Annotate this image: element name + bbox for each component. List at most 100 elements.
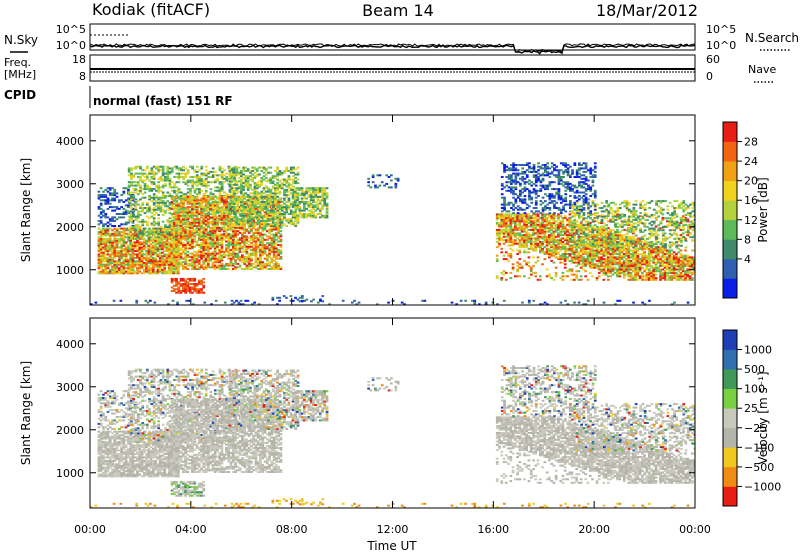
power-cell [303,207,306,210]
power-cell [168,225,172,228]
power-cell [243,244,246,246]
power-cell [158,270,162,273]
power-cell [104,232,108,235]
power-cell [243,218,246,221]
power-cell [97,207,101,210]
noise-right-tick-bottom: 10^0 [706,39,736,52]
power-cell [204,191,208,194]
power-cell [287,201,291,203]
power-cell [296,192,299,195]
power-cell [367,181,370,184]
power-cell [152,234,156,237]
power-cell [244,180,248,183]
power-cell [191,167,194,170]
power-cell [274,216,277,219]
power-cell [191,179,194,182]
power-cell [268,252,271,255]
power-cell [166,177,170,180]
power-cell [218,218,221,221]
power-cell [218,188,222,191]
power-cell [285,185,289,188]
power-cell [271,182,275,185]
power-cell [263,250,267,253]
power-cell [172,197,176,200]
power-cell [209,170,213,173]
power-cell [170,233,174,236]
power-cell [97,255,101,258]
power-cell [240,171,243,174]
power-cell [122,211,126,214]
power-cell [225,233,228,236]
power-cell [139,210,142,213]
power-cell [502,228,506,231]
power-cell [202,254,206,257]
power-cell [509,222,513,224]
power-cell [159,169,163,172]
power-cell [309,194,313,197]
power-cell [274,213,277,215]
power-cell [141,174,145,177]
power-cell [200,226,203,229]
power-cell [309,188,313,191]
power-cell [231,250,235,253]
power-cell [269,199,273,202]
power-cell [220,256,224,258]
power-cell [214,170,217,173]
power-cell [271,221,275,224]
power-cell [550,216,553,219]
power-cell [132,184,135,187]
power-cell [133,272,137,275]
power-cell [127,232,131,235]
power-cell [209,216,212,219]
power-cell [167,248,171,251]
power-cell [122,232,126,235]
power-cell [207,247,210,250]
power-cell [271,213,275,215]
power-cell [211,206,215,209]
power-cell [182,221,185,224]
power-cell [134,191,138,194]
power-cell [252,250,255,253]
power-cell [253,209,257,212]
power-cell [238,231,242,234]
power-cell [287,170,291,172]
power-cell [274,175,277,178]
power-cell [195,284,199,287]
power-cell [276,168,279,171]
power-cell [253,183,257,186]
power-cell [312,195,315,198]
power-cell [240,188,243,191]
power-cell [158,256,162,259]
power-cell [220,221,224,224]
cpid-label: CPID [4,88,36,102]
power-cell [104,243,108,246]
power-cell [247,231,251,234]
power-cell [309,192,313,195]
power-cell [133,256,137,259]
power-cell [131,219,135,222]
power-cell [291,211,295,214]
power-cell [182,230,185,233]
power-cell [246,187,250,190]
power-cell [124,253,128,256]
power-cell [186,179,190,182]
power-cell [118,258,121,261]
power-cell [554,256,558,259]
power-cell [243,250,246,253]
power-cell [184,216,187,219]
power-cell [124,236,128,239]
power-cell [234,259,237,262]
power-cell [495,237,499,240]
power-cell [115,232,119,235]
power-cell [260,166,264,169]
power-cell [260,225,264,227]
power-cell [122,244,126,247]
power-cell [514,235,517,238]
power-cell [318,207,322,210]
power-cell [321,190,324,193]
power-cell [367,184,370,187]
power-cell [191,207,194,210]
power-cell [243,228,246,231]
power-cell [233,175,236,178]
